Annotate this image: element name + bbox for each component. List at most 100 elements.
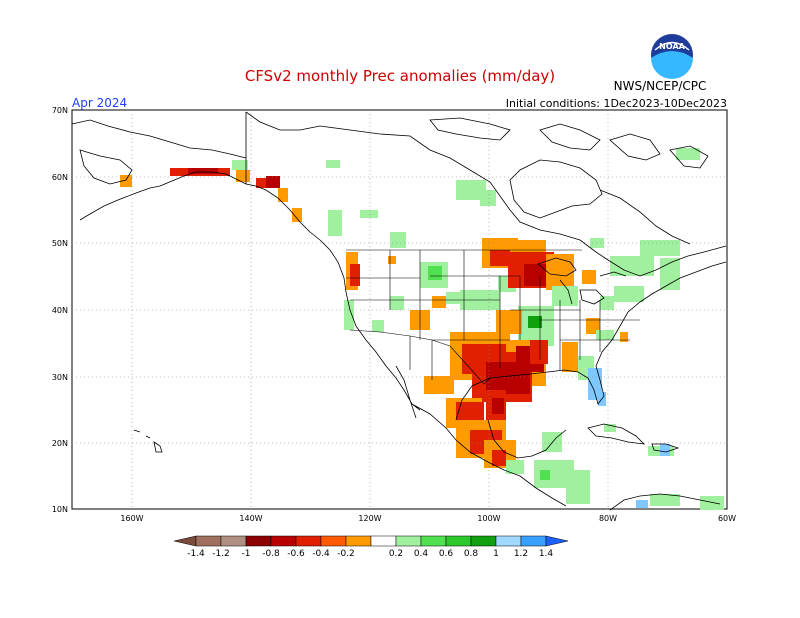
- anomaly-cell: [480, 190, 496, 206]
- anomaly-cell: [566, 470, 590, 504]
- lon-label: 80W: [599, 514, 617, 523]
- anomaly-cell: [660, 258, 680, 290]
- anomaly-cell: [236, 170, 250, 182]
- anomaly-cell: [496, 310, 522, 334]
- lat-label: 40N: [52, 306, 68, 315]
- lon-label: 140W: [239, 514, 262, 523]
- anomaly-cell: [292, 208, 302, 222]
- anomaly-cell: [676, 148, 700, 160]
- colorbar-label: 0.6: [439, 549, 454, 559]
- colorbar-label: -1: [242, 549, 251, 559]
- anomaly-cell: [660, 444, 670, 456]
- anomaly-cell: [432, 296, 446, 308]
- colorbar-swatch: [345, 535, 372, 547]
- anomaly-cell: [650, 494, 680, 506]
- anomaly-cell: [344, 300, 354, 330]
- anomaly-cell: [600, 296, 614, 310]
- anomaly-cell: [278, 188, 288, 202]
- anomaly-cell: [428, 266, 442, 280]
- colorbar-arrow-right: [545, 535, 569, 547]
- lat-label: 10N: [52, 505, 68, 514]
- colorbar-swatch: [445, 535, 472, 547]
- noaa-logo: NOAA: [651, 34, 693, 79]
- anomaly-cell: [610, 256, 654, 276]
- valid-month: Apr 2024: [72, 96, 127, 110]
- anomaly-cell: [424, 376, 454, 394]
- colorbar: -1.4 -1.2 -1 -0.8 -0.6 -0.4 -0.2 0.2 0.4 0.6 0.8 1 1…: [173, 535, 569, 559]
- colorbar-swatch: [370, 535, 397, 547]
- colorbar-label: -0.4: [312, 549, 330, 559]
- lon-label: 160W: [120, 514, 143, 523]
- anomaly-cell: [256, 178, 266, 188]
- colorbar-swatch: [220, 535, 247, 547]
- colorbar-label: -0.6: [287, 549, 305, 559]
- lat-label: 30N: [52, 373, 68, 382]
- colorbar-label: -0.2: [337, 549, 355, 559]
- anomaly-cell: [492, 398, 504, 414]
- map-panel: 70N 60N 50N 40N 30N 20N 10N 160W 140W 120W 100W 80…: [52, 106, 736, 523]
- map-title: CFSv2 monthly Prec anomalies (mm/day): [245, 67, 555, 85]
- colorbar-swatch: [520, 535, 547, 547]
- anomaly-cell: [188, 168, 218, 174]
- lat-label: 60N: [52, 173, 68, 182]
- anomaly-cell: [604, 424, 616, 432]
- anomaly-cell: [456, 180, 486, 200]
- anomaly-cell: [596, 330, 614, 340]
- lon-label: 120W: [358, 514, 381, 523]
- colorbar-swatch: [495, 535, 522, 547]
- anomaly-cell: [540, 470, 550, 480]
- anomaly-cell: [372, 320, 384, 332]
- anomaly-cell: [232, 160, 248, 170]
- initial-conditions: Initial conditions: 1Dec2023-10Dec2023: [506, 97, 727, 110]
- anomaly-cell: [640, 240, 680, 256]
- logo-text: NOAA: [659, 42, 685, 51]
- anomaly-cell: [528, 316, 542, 328]
- colorbar-swatch: [270, 535, 297, 547]
- colorbar-label: 1: [493, 549, 499, 559]
- colorbar-arrow-left: [173, 535, 197, 547]
- anomaly-cell: [390, 232, 406, 248]
- anomaly-cell: [492, 450, 506, 466]
- anomaly-cell: [562, 342, 578, 372]
- anomaly-cell: [490, 250, 510, 266]
- colorbar-swatch: [320, 535, 347, 547]
- colorbar-label: -1.2: [212, 549, 230, 559]
- lat-label: 50N: [52, 239, 68, 248]
- colorbar-swatch: [195, 535, 222, 547]
- colorbar-label: 0.2: [389, 549, 403, 559]
- anomaly-cell: [120, 175, 132, 187]
- colorbar-label: 0.4: [414, 549, 429, 559]
- anomaly-cell: [542, 432, 562, 452]
- anomaly-cell: [326, 160, 340, 168]
- org-label: NWS/NCEP/CPC: [614, 79, 707, 93]
- colorbar-label: -0.8: [262, 549, 280, 559]
- graticule: [72, 110, 727, 509]
- anomaly-cell: [524, 264, 546, 286]
- anomaly-cell: [360, 210, 378, 218]
- anomaly-cell: [620, 332, 628, 342]
- colorbar-label: 0.8: [464, 549, 479, 559]
- anomaly-cell: [388, 256, 396, 264]
- colorbar-swatch: [395, 535, 422, 547]
- anomaly-cell: [700, 496, 724, 510]
- anomaly-cell: [552, 286, 578, 306]
- colorbar-label: -1.4: [187, 549, 205, 559]
- anomaly-cell: [350, 264, 360, 286]
- colorbar-swatch: [245, 535, 272, 547]
- latitude-labels: 70N 60N 50N 40N 30N 20N 10N: [52, 106, 68, 514]
- anomaly-cell: [530, 340, 548, 364]
- colorbar-swatch: [470, 535, 497, 547]
- colorbar-label: 1.2: [514, 549, 528, 559]
- anomaly-cell: [390, 296, 404, 310]
- coastlines: [71, 111, 727, 511]
- anomaly-cell: [456, 402, 484, 422]
- colorbar-swatch: [420, 535, 447, 547]
- anomaly-cell: [266, 176, 280, 188]
- anomaly-cell: [582, 270, 596, 284]
- lat-label: 20N: [52, 439, 68, 448]
- colorbar-swatch: [295, 535, 322, 547]
- anomaly-cell: [636, 500, 648, 508]
- colorbar-label: 1.4: [539, 549, 554, 559]
- anomaly-cell: [328, 210, 342, 236]
